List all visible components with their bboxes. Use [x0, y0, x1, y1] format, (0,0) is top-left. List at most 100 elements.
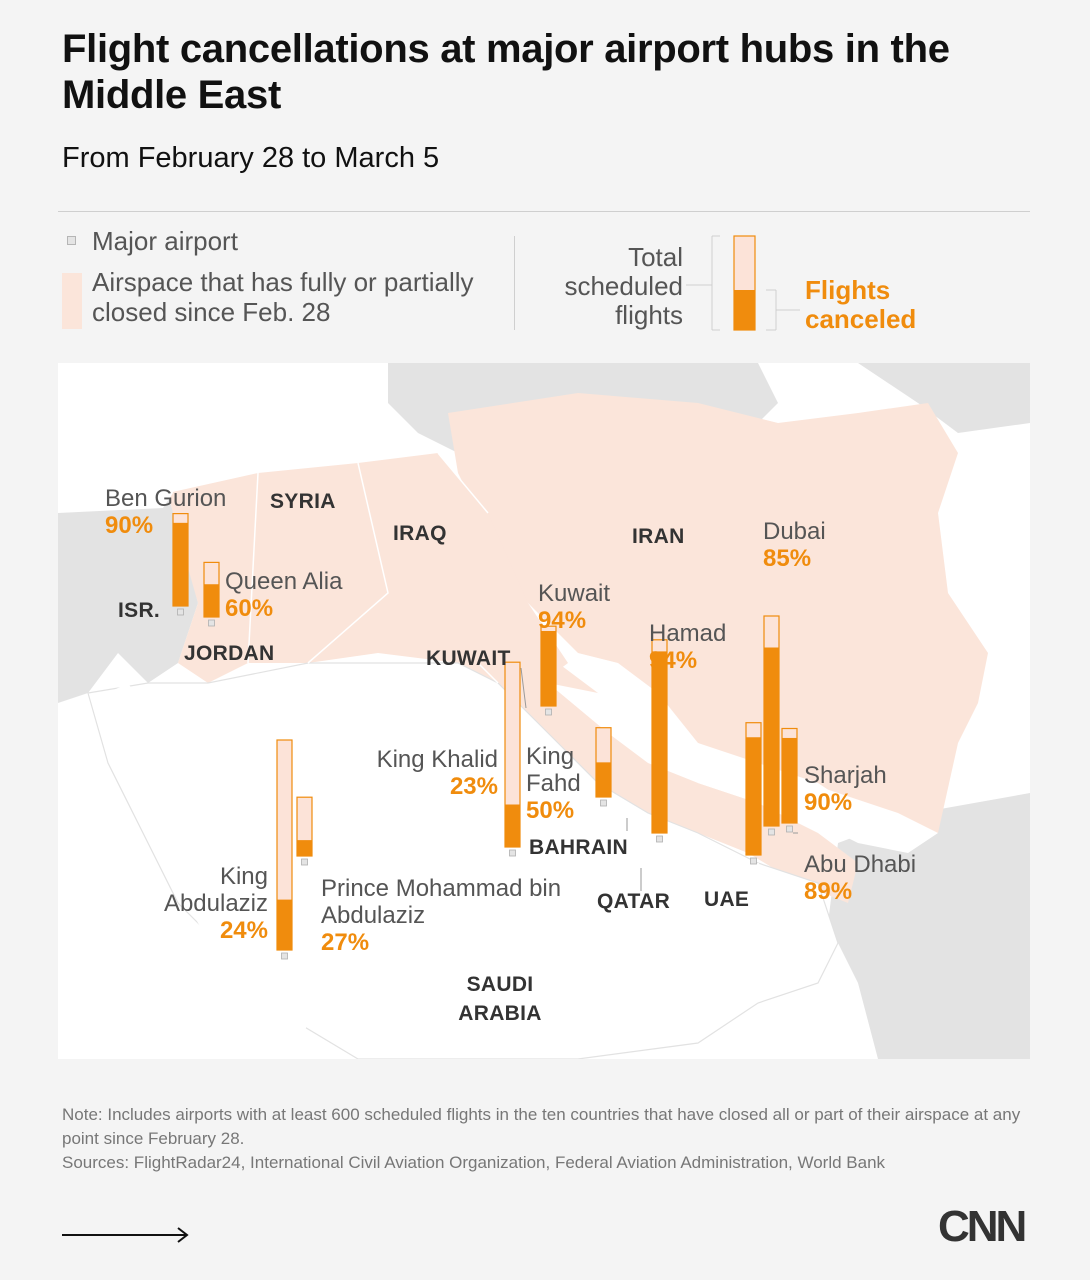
- label-queen-alia: Queen Alia 60%: [225, 568, 342, 622]
- airport-pct: 90%: [804, 789, 853, 816]
- bar-king-abdulaziz: [276, 739, 293, 960]
- label-king-abdulaziz: King Abdulaziz 24%: [138, 863, 268, 944]
- country-uae: UAE: [704, 888, 750, 911]
- airport-pct: 94%: [649, 647, 698, 674]
- legend-airspace: Airspace that has fully or partially clo…: [62, 267, 512, 329]
- airport-pct: 60%: [225, 595, 274, 622]
- label-abu-dhabi: Abu Dhabi 89%: [804, 851, 916, 905]
- airport-name: King Khalid: [376, 746, 498, 773]
- country-iraq: IRAQ: [393, 522, 447, 545]
- major-airport-marker-icon: [67, 236, 76, 245]
- country-jordan: JORDAN: [184, 642, 275, 665]
- airport-marker-king-abdulaziz: [281, 952, 288, 960]
- label-dubai: Dubai 85%: [763, 518, 826, 572]
- airport-name: Dubai: [763, 518, 826, 545]
- land-levant-iraq: [168, 453, 568, 693]
- canceled-bar-kuwait: [541, 630, 556, 706]
- label-kuwait: Kuwait 94%: [538, 580, 610, 634]
- legend-bracket-left: [711, 235, 720, 331]
- airport-marker-prince-mohammad: [301, 858, 308, 866]
- country-bahrain: BAHRAIN: [529, 836, 628, 859]
- sources-text: Sources: FlightRadar24, International Ci…: [62, 1153, 886, 1172]
- country-isr: ISR.: [118, 599, 161, 622]
- swipe-arrow-icon[interactable]: [62, 1224, 192, 1246]
- leader-lines: [520, 667, 798, 891]
- airspace-swatch-icon: [62, 273, 82, 329]
- label-hamad: Hamad 94%: [649, 620, 726, 674]
- bar-kuwait: [540, 625, 557, 716]
- header-divider: [58, 211, 1030, 212]
- bar-king-khalid: [504, 661, 521, 857]
- airport-name: Abu Dhabi: [804, 851, 917, 878]
- canceled-bar-king-fahd: [596, 762, 611, 797]
- airport-name: King Fahd: [526, 743, 581, 797]
- bar-sharjah: [781, 727, 798, 833]
- airport-marker-hamad: [656, 835, 663, 843]
- legend-total-label: Total scheduled flights: [564, 242, 683, 330]
- airport-pct: 24%: [219, 917, 268, 944]
- label-ben-gurion: Ben Gurion 90%: [105, 485, 226, 539]
- legend-major-airport-label: Major airport: [92, 226, 238, 256]
- bar-prince-mohammad: [296, 796, 313, 866]
- water-mediterranean: [58, 458, 173, 513]
- label-king-khalid: King Khalid 23%: [348, 746, 498, 800]
- legend-left: Major airport Airspace that has fully or…: [62, 226, 512, 329]
- canceled-bar-king-khalid: [505, 804, 520, 847]
- canceled-bar-king-abdulaziz: [277, 899, 292, 950]
- airport-name: Sharjah: [804, 762, 887, 789]
- country-qatar: QATAR: [597, 890, 671, 913]
- legend-separator: [514, 236, 515, 330]
- legend-bracket-right: [766, 289, 777, 331]
- land-iran: [448, 393, 988, 833]
- airport-marker-kuwait: [545, 708, 552, 716]
- footnote: Note: Includes airports with at least 60…: [62, 1103, 1052, 1175]
- canceled-bar-sharjah: [782, 737, 797, 823]
- land-egypt: [58, 473, 198, 703]
- chart-bars-layer: [172, 513, 798, 960]
- airport-name: Prince Mohammad bin Abdulaziz: [321, 875, 562, 929]
- airport-name: Hamad: [649, 620, 727, 647]
- canceled-bar-abu-dhabi: [746, 737, 761, 855]
- label-prince-mohammad: Prince Mohammad bin Abdulaziz 27%: [321, 875, 571, 956]
- legend-bar-graphic: [686, 235, 800, 331]
- note-text: Note: Includes airports with at least 60…: [62, 1105, 1021, 1148]
- land-kuwait-coast: [498, 663, 858, 903]
- kuwait-leader: [520, 667, 527, 709]
- bar-king-fahd: [595, 727, 612, 807]
- canceled-bar-dubai: [764, 647, 779, 826]
- water-gulf: [548, 683, 938, 853]
- border-lines: [247, 452, 779, 924]
- airport-name: Ben Gurion: [105, 485, 227, 512]
- airport-marker-king-fahd: [600, 799, 607, 807]
- airport-name: Queen Alia: [225, 568, 343, 595]
- airport-marker-king-khalid: [509, 849, 516, 857]
- airport-name: King Abdulaziz: [163, 863, 268, 917]
- airport-pct: 27%: [321, 929, 370, 956]
- map-panel: SYRIA IRAQ IRAN ISR. JORDAN KUWAIT BAHRA…: [58, 363, 1030, 1059]
- map-base: [58, 363, 1030, 1059]
- airport-marker-dubai: [768, 828, 775, 836]
- water-red-sea: [108, 683, 308, 1059]
- canceled-bar-prince-mohammad: [297, 840, 312, 856]
- bar-dubai: [763, 615, 780, 836]
- airport-marker-sharjah: [786, 825, 793, 833]
- airport-marker-queen-alia: [208, 619, 215, 627]
- label-sharjah: Sharjah 90%: [804, 762, 887, 816]
- canceled-bar-queen-alia: [204, 584, 219, 617]
- canceled-bar-hamad: [652, 651, 667, 833]
- bar-queen-alia: [203, 561, 220, 627]
- label-king-fahd: King Fahd 50%: [526, 743, 596, 824]
- legend-canceled-label: Flights canceled: [805, 275, 917, 334]
- bar-ben-gurion: [172, 513, 189, 616]
- airport-pct: 50%: [526, 797, 575, 824]
- country-syria: SYRIA: [270, 490, 336, 513]
- country-kuwait: KUWAIT: [426, 647, 511, 670]
- airport-name: Kuwait: [538, 580, 611, 607]
- airport-pct: 23%: [449, 773, 498, 800]
- chart-subtitle: From February 28 to March 5: [62, 142, 440, 174]
- bar-hamad: [651, 639, 668, 843]
- land-oman: [828, 793, 1030, 1059]
- country-saudi-arabia: SAUDI ARABIA: [458, 973, 542, 1025]
- land-central-asia: [858, 363, 1030, 433]
- airport-marker-abu-dhabi: [750, 857, 757, 865]
